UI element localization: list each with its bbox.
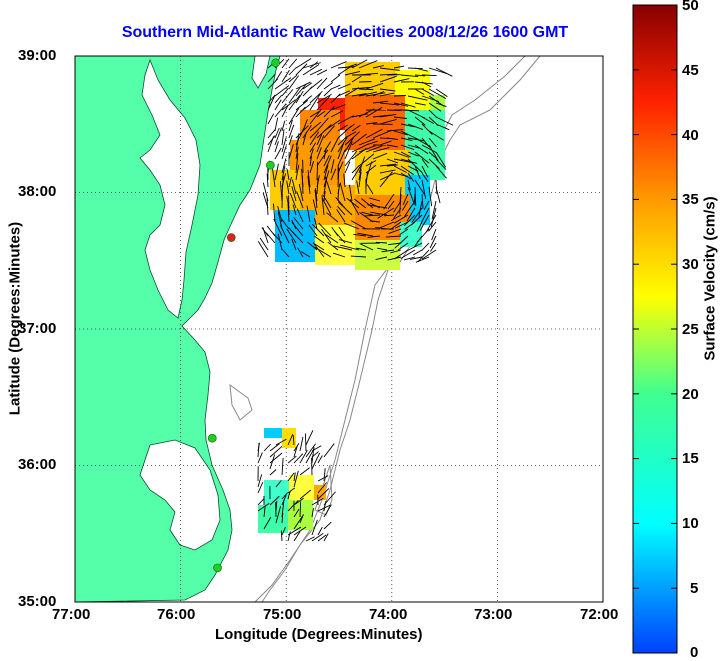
- cb-tick-4: 30: [682, 256, 699, 273]
- y-axis-label: Latitude (Degrees:Minutes): [7, 209, 24, 429]
- radar-station-marker: [227, 234, 235, 242]
- velocity-vector: [305, 433, 306, 451]
- cb-tick-5: 25: [682, 321, 699, 338]
- x-tick-2: 75:00: [263, 606, 301, 623]
- y-tick-3: 36:00: [18, 456, 56, 473]
- radar-station-marker: [266, 161, 274, 169]
- radar-station-marker: [214, 564, 222, 572]
- x-axis-label: Longitude (Degrees:Minutes): [215, 626, 423, 643]
- velocity-vector: [300, 502, 301, 517]
- x-tick-5: 72:00: [580, 606, 618, 623]
- velocity-vector: [422, 75, 437, 76]
- y-tick-0: 39:00: [18, 47, 56, 64]
- x-tick-1: 76:00: [157, 606, 195, 623]
- velocity-vector: [317, 162, 318, 180]
- cb-tick-6: 20: [682, 386, 699, 403]
- colorbar-label: Surface Velocity (cm/s): [702, 169, 719, 389]
- cb-tick-9: 5: [690, 580, 698, 597]
- cb-tick-1: 45: [682, 62, 699, 79]
- y-tick-2: 37:00: [18, 320, 56, 337]
- x-tick-0: 77:00: [52, 606, 90, 623]
- cb-tick-8: 10: [682, 515, 699, 532]
- radar-station-marker: [272, 59, 280, 67]
- colorbar: [633, 5, 677, 653]
- cb-tick-3: 35: [682, 191, 699, 208]
- cb-tick-7: 15: [682, 450, 699, 467]
- cb-tick-2: 40: [682, 127, 699, 144]
- velocity-vector: [394, 95, 406, 96]
- cb-tick-0: 50: [682, 0, 699, 14]
- radar-station-marker: [208, 434, 216, 442]
- x-tick-3: 74:00: [369, 606, 407, 623]
- y-tick-1: 38:00: [18, 183, 56, 200]
- cb-tick-10: 0: [690, 644, 698, 661]
- x-tick-4: 73:00: [474, 606, 512, 623]
- y-tick-4: 35:00: [18, 593, 56, 610]
